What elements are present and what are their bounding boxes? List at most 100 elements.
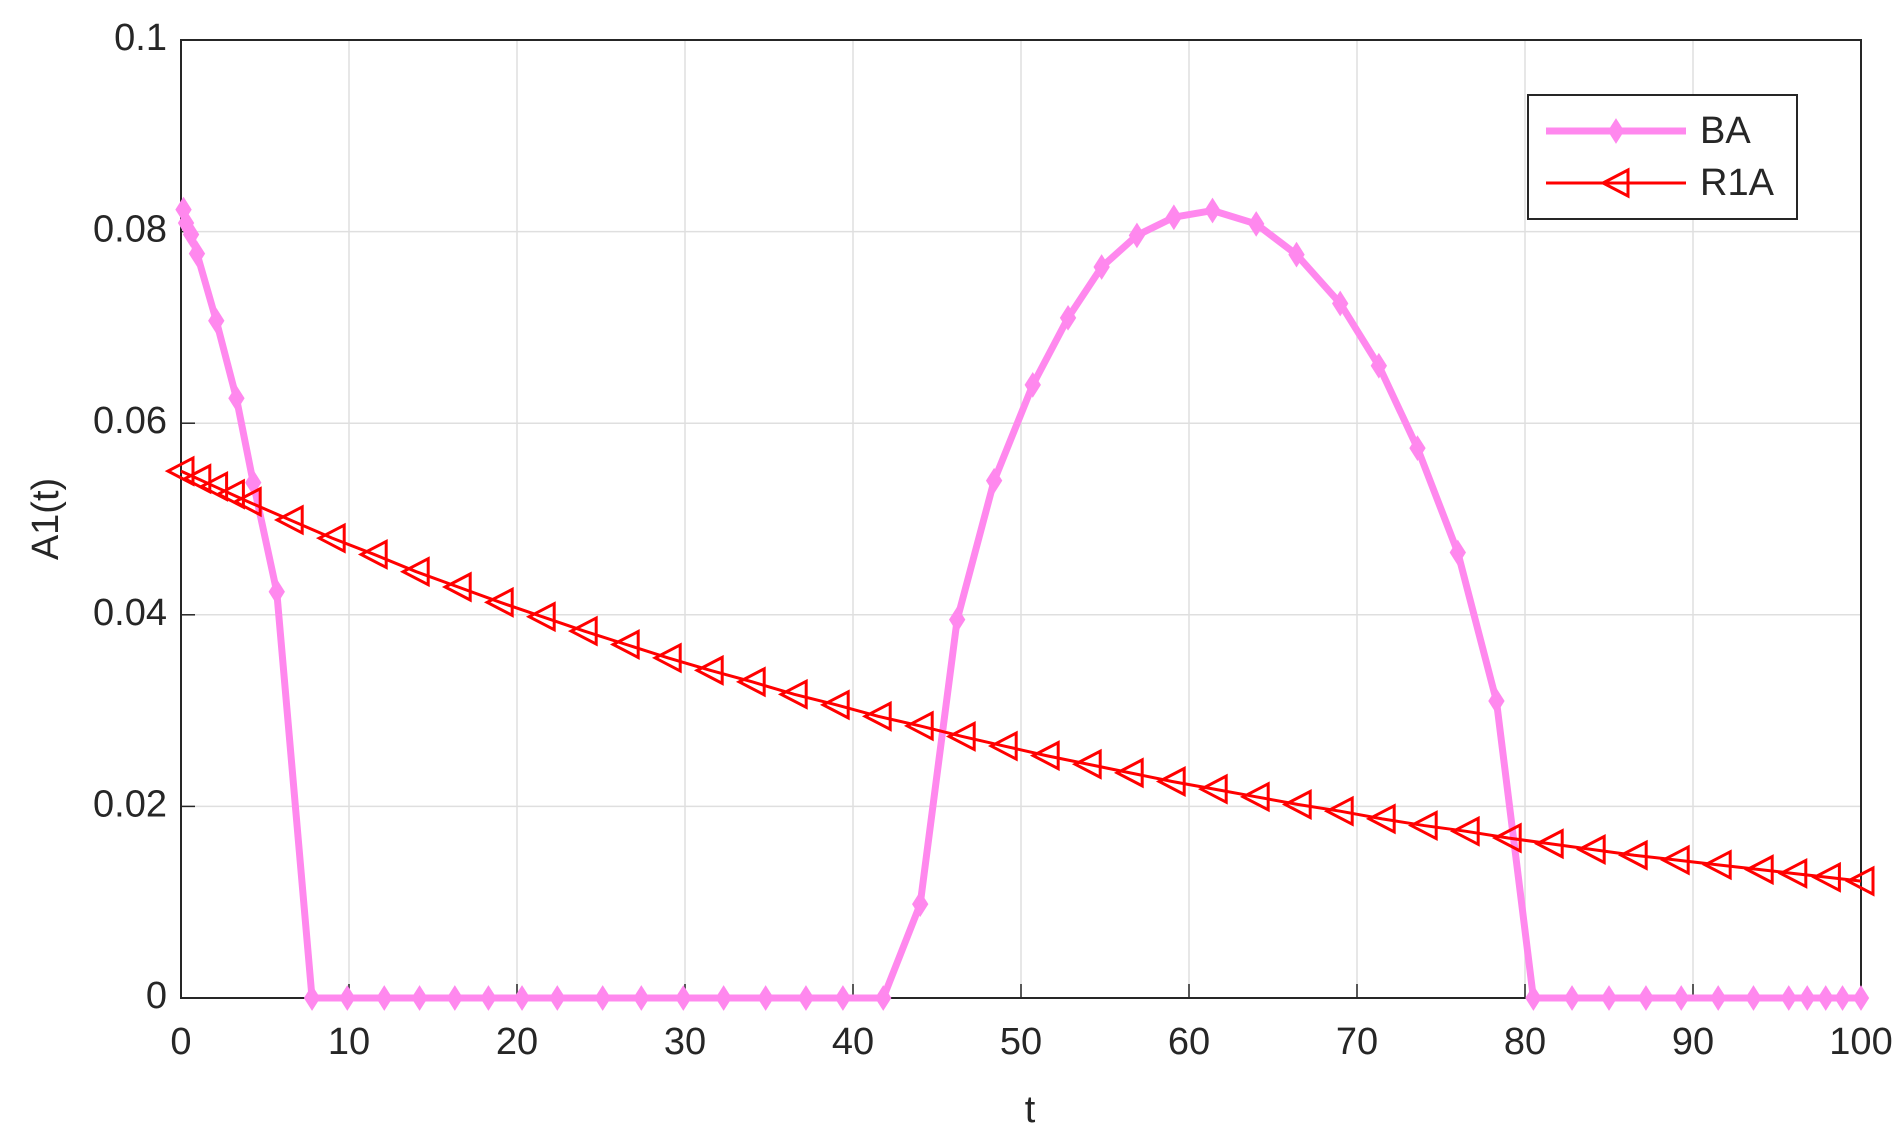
marker — [834, 985, 852, 1011]
series-line — [180, 469, 1862, 883]
series-line — [180, 207, 1861, 1002]
marker — [1071, 748, 1102, 780]
legend-marker — [1599, 167, 1630, 199]
marker — [411, 985, 428, 1011]
marker — [594, 985, 611, 1011]
marker — [945, 720, 976, 752]
x-tick-label: 40 — [832, 1021, 874, 1063]
marker — [339, 985, 356, 1011]
marker — [164, 455, 195, 487]
marker — [675, 985, 692, 1011]
plot-frame — [180, 39, 1862, 999]
marker — [1093, 254, 1110, 280]
marker — [188, 240, 206, 267]
marker — [777, 678, 808, 710]
marker — [1239, 781, 1270, 813]
marker — [480, 985, 497, 1011]
marker — [987, 730, 1018, 762]
marker — [1852, 985, 1870, 1011]
x-tick-label: 0 — [170, 1021, 191, 1063]
marker — [875, 985, 892, 1011]
marker — [1777, 857, 1808, 889]
x-tick-label: 10 — [328, 1021, 370, 1063]
marker — [567, 615, 598, 647]
y-tick-label: 0.04 — [93, 592, 167, 634]
marker — [1409, 435, 1426, 461]
marker — [1288, 241, 1305, 268]
marker — [1281, 789, 1312, 820]
marker — [693, 654, 724, 686]
marker — [1673, 985, 1690, 1011]
marker — [1365, 803, 1396, 835]
marker — [1029, 740, 1060, 772]
marker — [399, 556, 430, 588]
y-tick-label: 0 — [146, 975, 167, 1017]
marker — [513, 985, 531, 1011]
marker — [182, 221, 200, 248]
x-tick-label: 70 — [1336, 1021, 1378, 1063]
marker — [525, 601, 556, 633]
marker — [797, 985, 815, 1011]
marker — [1844, 865, 1875, 897]
marker — [231, 486, 262, 518]
legend-marker — [1607, 118, 1625, 144]
marker — [1024, 372, 1041, 398]
marker — [446, 985, 464, 1011]
marker — [1248, 211, 1265, 237]
marker — [1323, 795, 1354, 827]
marker — [273, 504, 304, 536]
marker — [228, 385, 245, 412]
marker — [861, 700, 892, 732]
marker — [609, 629, 640, 660]
legend-box — [1527, 94, 1798, 220]
marker — [357, 538, 388, 570]
marker — [198, 470, 229, 502]
marker — [1710, 985, 1727, 1011]
marker — [985, 467, 1003, 494]
marker — [1817, 985, 1834, 1011]
marker — [1059, 304, 1077, 331]
y-tick-label: 0.08 — [93, 209, 167, 251]
marker — [315, 522, 346, 554]
marker — [1701, 849, 1732, 881]
marker — [1113, 757, 1144, 789]
x-tick-label: 100 — [1829, 1021, 1892, 1063]
marker — [1834, 985, 1851, 1011]
x-tick-label: 90 — [1672, 1021, 1714, 1063]
marker — [1525, 985, 1542, 1011]
marker — [1799, 985, 1816, 1011]
marker — [215, 478, 245, 510]
marker — [1811, 861, 1841, 893]
marker — [735, 666, 766, 698]
marker — [441, 571, 472, 603]
marker — [549, 985, 566, 1011]
marker — [376, 985, 393, 1011]
marker — [1533, 828, 1564, 860]
marker — [1128, 222, 1146, 249]
marker — [1617, 839, 1648, 871]
marker — [1449, 539, 1466, 566]
marker — [1575, 834, 1606, 865]
marker — [912, 891, 929, 917]
marker — [1600, 985, 1618, 1011]
marker — [1407, 810, 1438, 842]
marker — [1780, 985, 1797, 1011]
x-tick-label: 30 — [664, 1021, 706, 1063]
marker — [715, 985, 732, 1011]
marker — [1491, 822, 1522, 854]
marker — [303, 985, 321, 1011]
x-tick-label: 80 — [1504, 1021, 1546, 1063]
marker — [819, 689, 850, 721]
marker — [903, 710, 934, 742]
x-axis-label: t — [1025, 1089, 1036, 1131]
marker — [208, 307, 225, 334]
x-tick-label: 60 — [1168, 1021, 1210, 1063]
y-tick-label: 0.1 — [114, 17, 167, 59]
x-tick-label: 20 — [496, 1021, 538, 1063]
marker — [1155, 766, 1186, 797]
marker — [948, 606, 966, 633]
marker — [1745, 985, 1762, 1011]
y-tick-label: 0.02 — [93, 783, 167, 825]
marker — [268, 578, 285, 605]
